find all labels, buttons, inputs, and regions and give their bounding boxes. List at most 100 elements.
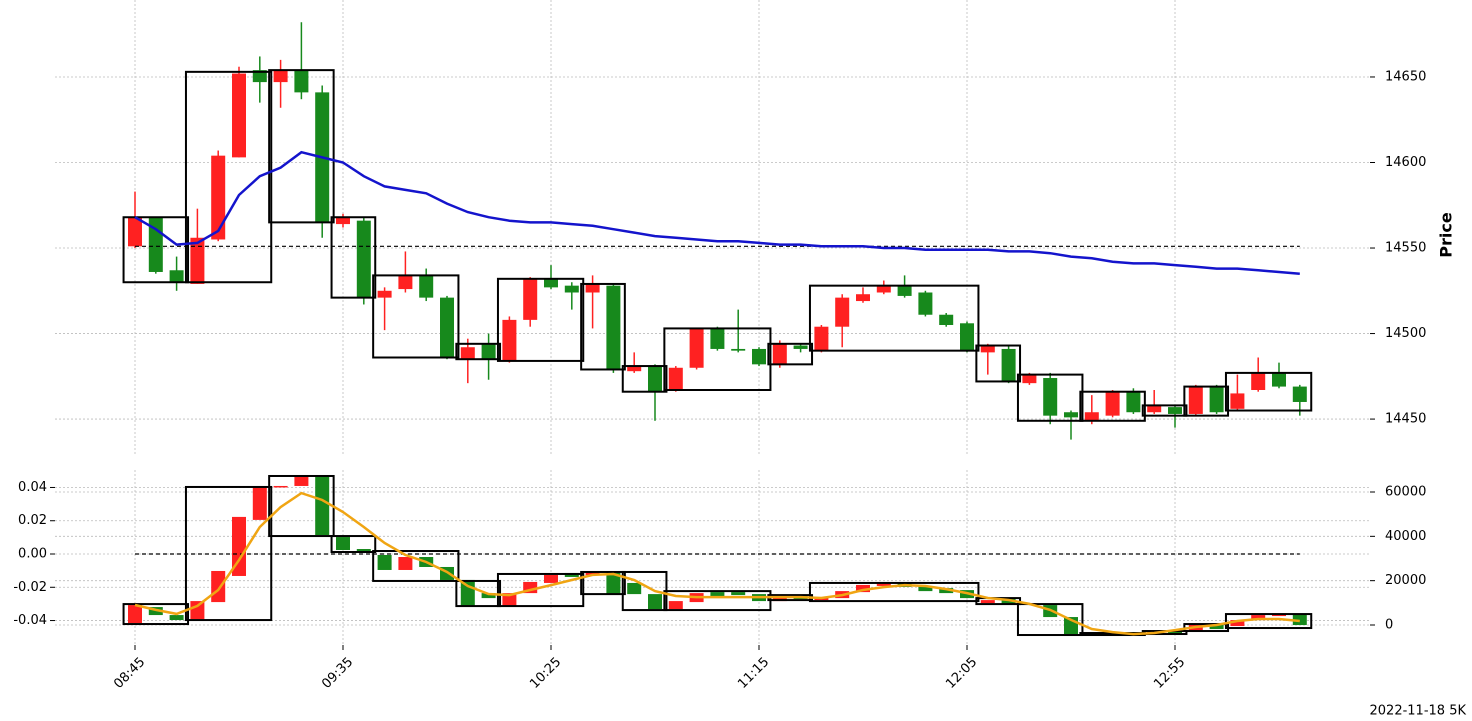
y-tick-label: 14600 <box>1385 155 1426 170</box>
candle-body <box>169 615 184 621</box>
candle-body <box>856 584 870 593</box>
candle-body <box>440 297 454 358</box>
range-box <box>268 69 335 224</box>
indicator-line <box>134 150 1300 275</box>
candle-body <box>876 582 891 586</box>
range-box <box>1016 603 1084 637</box>
candle-body <box>169 270 184 283</box>
candle-body <box>294 70 309 93</box>
candle-body <box>523 278 538 320</box>
y-tick-label: 14500 <box>1385 326 1426 341</box>
candle-body <box>731 592 746 596</box>
candle-body <box>1251 372 1266 390</box>
range-box <box>663 327 772 391</box>
candle-body <box>648 594 662 610</box>
range-box <box>1183 385 1230 417</box>
range-box <box>580 570 626 596</box>
y-tick-label: 0.04 <box>18 480 47 495</box>
candle-body <box>564 285 579 293</box>
candle-body <box>232 73 246 158</box>
y-axis-label: Price <box>1437 212 1456 258</box>
y-tick-label: 14550 <box>1385 241 1426 256</box>
candle-body <box>1292 614 1307 626</box>
candle-body <box>377 555 392 570</box>
range-box <box>372 550 460 582</box>
x-tick-label: 10:25 <box>527 655 564 692</box>
x-tick-label: 09:35 <box>319 655 356 692</box>
candle-body <box>252 70 267 83</box>
candle-body <box>627 582 642 595</box>
range-box <box>372 274 460 359</box>
candle-body <box>606 285 621 370</box>
candle-body <box>814 326 829 351</box>
candle-body <box>128 217 142 247</box>
candle-body <box>523 581 538 594</box>
candle-body <box>980 600 995 604</box>
y2-tick-label: 0 <box>1385 617 1393 632</box>
candle-body <box>980 345 995 353</box>
range-box <box>122 216 190 284</box>
y-tick-label: 0.00 <box>18 547 47 562</box>
candle-body <box>502 593 517 607</box>
candle-body <box>1251 615 1266 621</box>
y-tick-label: 14650 <box>1385 69 1426 84</box>
range-box <box>808 284 980 352</box>
range-box <box>808 581 980 603</box>
y2-tick-label: 40000 <box>1385 529 1426 544</box>
candle-body <box>1230 393 1245 409</box>
candle-body <box>481 343 496 360</box>
candle-body <box>1209 386 1224 413</box>
candle-body <box>315 475 330 536</box>
candle-body <box>772 343 787 365</box>
candle-body <box>897 285 912 296</box>
x-tick-label: 12:55 <box>1151 655 1188 692</box>
range-box <box>496 277 585 362</box>
y-tick-label: -0.02 <box>13 580 47 595</box>
range-box <box>184 485 273 622</box>
candle-body <box>710 592 725 598</box>
candle-body <box>336 217 350 225</box>
candle-body <box>1084 412 1099 421</box>
candle-body <box>190 601 205 620</box>
range-box <box>496 572 585 608</box>
candle-body <box>876 285 891 293</box>
candle-body <box>918 292 933 315</box>
candle-body <box>689 328 704 368</box>
candle-body <box>377 290 392 298</box>
candle-body <box>585 571 600 575</box>
range-box <box>330 535 377 554</box>
range-box <box>580 282 626 371</box>
y-tick-label: 0.02 <box>18 513 47 528</box>
candle-body <box>1230 620 1245 627</box>
candle-body <box>273 70 288 83</box>
x-tick-label: 11:15 <box>735 655 772 692</box>
candle-body <box>252 486 267 520</box>
candle-body <box>835 297 850 327</box>
candle-body <box>793 345 808 349</box>
candle-body <box>356 549 371 553</box>
candle-body <box>1064 412 1078 418</box>
candle-body <box>544 278 558 288</box>
candle-body <box>668 367 683 390</box>
candle-body <box>585 283 600 293</box>
candle-body <box>1022 374 1037 384</box>
candle-body <box>1188 386 1203 414</box>
y-tick-label: 14450 <box>1385 412 1426 427</box>
candle-body <box>336 537 350 551</box>
range-box <box>621 365 668 393</box>
candle-body <box>1147 405 1162 413</box>
candle-body <box>356 220 371 298</box>
x-tick-label: 12:05 <box>943 655 980 692</box>
range-box <box>1224 613 1313 630</box>
candle-body <box>918 585 933 592</box>
candle-body <box>1168 631 1182 635</box>
range-box <box>122 603 190 626</box>
candle-body <box>939 314 954 325</box>
range-box <box>1224 371 1313 412</box>
x-tick-label: 08:45 <box>111 655 148 692</box>
candle-body <box>502 319 517 361</box>
candle-body <box>752 348 766 365</box>
candle-body <box>856 294 870 302</box>
candle-body <box>398 557 413 570</box>
